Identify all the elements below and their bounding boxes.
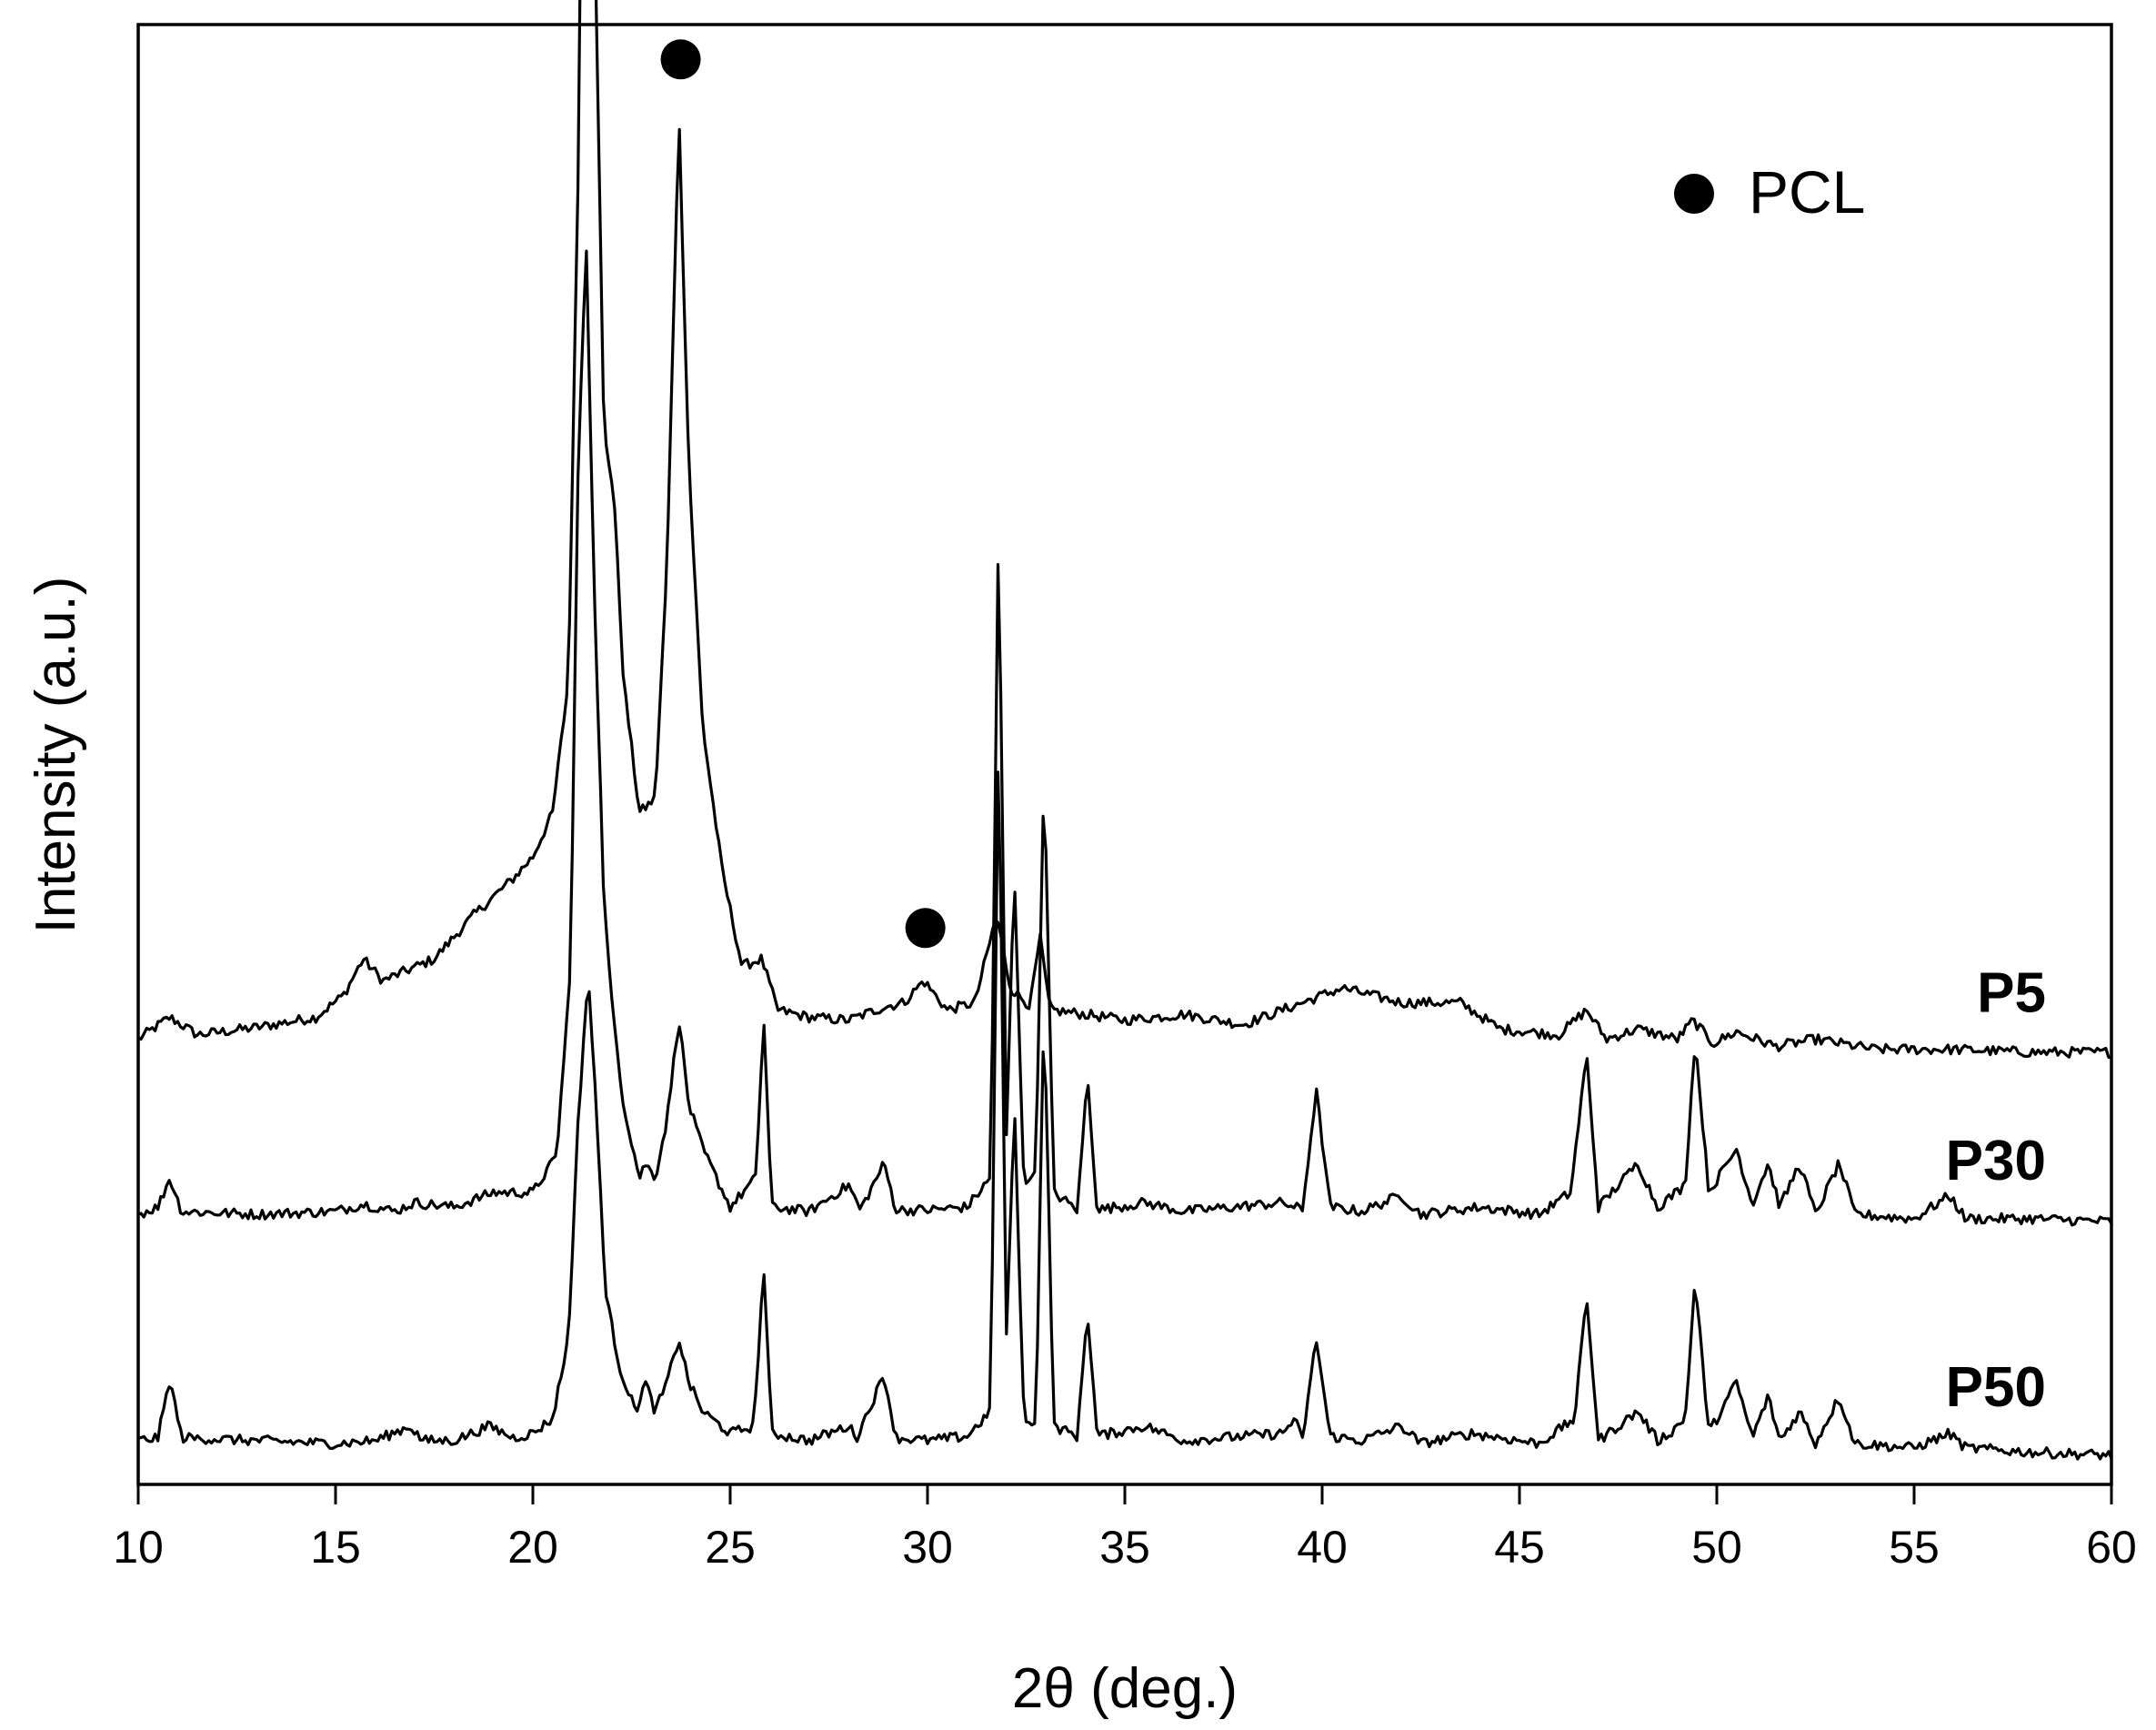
series-line-p30 xyxy=(137,249,2113,1227)
pcl-peak-marker-2 xyxy=(660,39,701,80)
x-tick-label-45: 45 xyxy=(1494,1522,1545,1573)
legend-marker-pcl xyxy=(1674,174,1714,214)
x-tick-label-30: 30 xyxy=(902,1522,953,1573)
x-tick-label-20: 20 xyxy=(507,1522,558,1573)
x-tick-label-10: 10 xyxy=(113,1522,164,1573)
y-axis-title: Intensity (a.u.) xyxy=(25,577,87,934)
x-tick-label-15: 15 xyxy=(310,1522,361,1573)
legend-label-pcl: PCL xyxy=(1749,158,1865,226)
pcl-peak-markers xyxy=(660,39,946,949)
legend: PCL xyxy=(1674,158,1865,226)
series-label-p50: P50 xyxy=(1946,1356,2046,1419)
x-tick-label-35: 35 xyxy=(1099,1522,1150,1573)
x-tick-label-50: 50 xyxy=(1691,1522,1742,1573)
series-lines xyxy=(137,0,2113,1461)
series-label-p30: P30 xyxy=(1946,1130,2046,1192)
x-axis-title: 2θ (deg.) xyxy=(1012,1657,1238,1720)
series-line-p50 xyxy=(138,770,2113,1461)
x-tick-label-55: 55 xyxy=(1889,1522,1940,1573)
series-label-p5: P5 xyxy=(1977,962,2046,1025)
series-labels: P5 P30 P50 xyxy=(1946,962,2046,1419)
x-axis: 10 15 20 25 30 35 40 45 50 55 60 xyxy=(113,1484,2137,1573)
series-line-p5 xyxy=(137,0,2112,1060)
plot-frame xyxy=(136,23,2113,1486)
x-tick-label-25: 25 xyxy=(705,1522,756,1573)
x-tick-label-60: 60 xyxy=(2086,1522,2137,1573)
x-tick-label-40: 40 xyxy=(1297,1522,1348,1573)
pcl-peak-marker-3 xyxy=(905,908,946,949)
